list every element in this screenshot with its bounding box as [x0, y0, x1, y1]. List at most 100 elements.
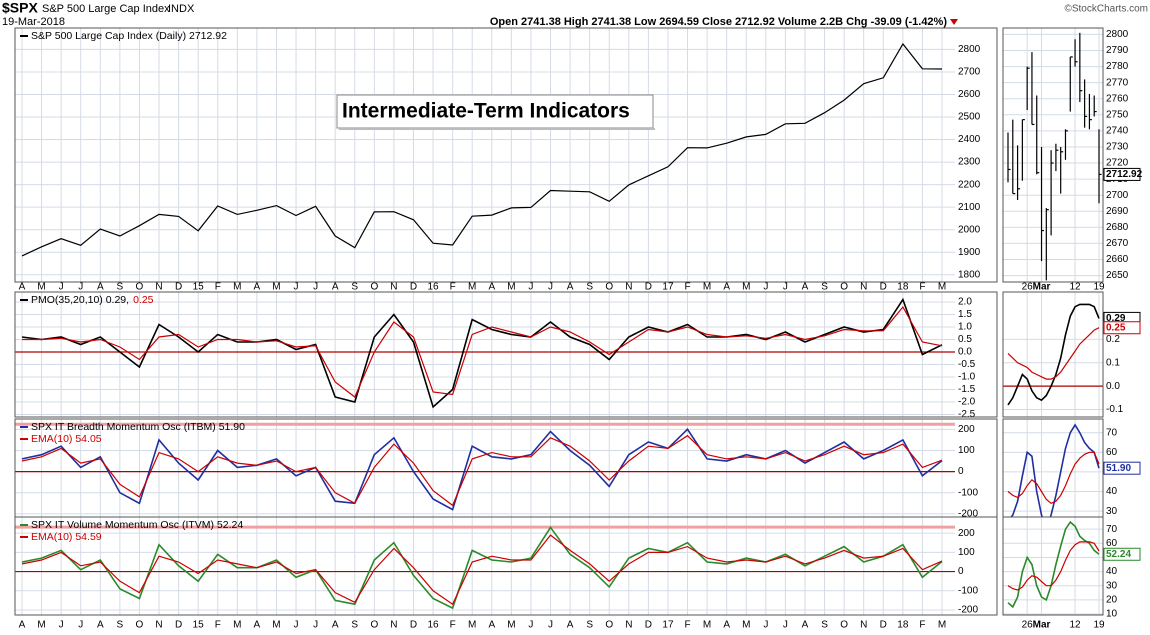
value-box: [1103, 547, 1141, 561]
x-tick-label: D: [880, 282, 887, 293]
value-box-label: 52.24: [1106, 549, 1131, 560]
legend-label: EMA(10) 54.05: [31, 433, 102, 445]
y-tick-label: -200: [958, 508, 978, 519]
panel-background: [15, 28, 997, 282]
x-tick-label: M: [37, 282, 45, 293]
y-tick-label: 0: [958, 566, 964, 577]
y-tick-label: 60: [1106, 447, 1118, 458]
panel-background: [15, 517, 997, 615]
value-box: [1103, 167, 1141, 181]
x-tick-label: M: [468, 282, 476, 293]
panel-background: [1003, 292, 1103, 417]
x-tick-label: O: [840, 282, 848, 293]
x-tick-label: S: [586, 620, 593, 631]
y-tick-label: 2700: [1106, 190, 1129, 201]
y-tick-label: 60: [1106, 538, 1118, 549]
y-tick-label: 2100: [958, 202, 981, 213]
x-tick-label: A: [723, 282, 730, 293]
y-tick-label: -100: [958, 487, 978, 498]
x-tick-label: 16: [428, 620, 440, 631]
x-tick-label: A: [332, 620, 339, 631]
series-line: [22, 305, 943, 398]
series-line: [21, 42, 943, 257]
x-tick-label: A: [567, 282, 574, 293]
y-tick-label: 2680: [1106, 222, 1129, 233]
value-box: [1103, 461, 1141, 475]
x-tick-label: Mar: [1033, 620, 1051, 631]
y-tick-label: -0.5: [958, 359, 976, 370]
panel-frame: [14, 27, 998, 283]
x-tick-label: J: [763, 282, 768, 293]
x-tick-label: M: [507, 620, 515, 631]
x-tick-label: M: [742, 282, 750, 293]
x-tick-label: F: [684, 620, 690, 631]
x-tick-label: M: [742, 620, 750, 631]
x-tick-label: N: [625, 282, 632, 293]
series-line: [1007, 327, 1100, 380]
y-tick-label: 2790: [1106, 45, 1129, 56]
x-tick-label: J: [763, 620, 768, 631]
x-tick-label: M: [703, 620, 711, 631]
panel-background: [15, 292, 997, 417]
x-tick-label: N: [860, 620, 867, 631]
price-stats: Open 2741.38 High 2741.38 Low 2694.59 Cl…: [490, 16, 947, 28]
y-tick-label: 0.1: [1106, 357, 1120, 368]
x-tick-label: D: [645, 620, 652, 631]
annotation-box: [336, 94, 654, 129]
y-tick-label: 2740: [1106, 126, 1129, 137]
x-tick-label: 19: [1093, 282, 1105, 293]
x-tick-label: A: [97, 620, 104, 631]
x-tick-label: S: [351, 620, 358, 631]
y-tick-label: 2500: [958, 112, 981, 123]
y-tick-label: 70: [1106, 524, 1118, 535]
x-tick-label: D: [880, 620, 887, 631]
y-tick-label: -100: [958, 585, 978, 596]
y-tick-label: -1.5: [958, 384, 976, 395]
x-tick-label: S: [117, 282, 124, 293]
x-tick-label: J: [294, 620, 299, 631]
exchange: INDX: [168, 3, 195, 15]
x-tick-label: A: [254, 282, 261, 293]
x-tick-label: N: [155, 282, 162, 293]
x-tick-label: S: [117, 620, 124, 631]
panel-frame: [1002, 516, 1104, 616]
down-arrow: [950, 19, 958, 25]
y-tick-label: 2660: [1106, 254, 1129, 265]
y-tick-label: 2750: [1106, 109, 1129, 120]
y-tick-label: 0.0: [958, 347, 972, 358]
y-tick-label: 0: [958, 466, 964, 477]
x-tick-label: N: [155, 620, 162, 631]
y-tick-label: 40: [1106, 566, 1118, 577]
x-tick-label: J: [59, 620, 64, 631]
y-tick-label: 200: [958, 528, 975, 539]
y-tick-label: 10: [1106, 609, 1118, 620]
x-tick-label: Mar: [1033, 282, 1051, 293]
x-tick-label: S: [586, 282, 593, 293]
y-tick-label: -1.0: [958, 372, 976, 383]
x-tick-label: O: [136, 282, 144, 293]
y-tick-label: 2600: [958, 89, 981, 100]
x-tick-label: F: [215, 620, 221, 631]
x-tick-label: A: [802, 282, 809, 293]
x-tick-label: F: [919, 620, 925, 631]
y-tick-label: 1800: [958, 269, 981, 280]
annotation: Intermediate-Term Indicators: [342, 100, 630, 123]
y-tick-label: 2.0: [958, 297, 972, 308]
legend-label: EMA(10) 54.59: [31, 531, 102, 543]
x-tick-label: O: [370, 282, 378, 293]
legend-label: SPX IT Breadth Momentum Osc (ITBM) 51.90: [31, 421, 245, 433]
x-tick-label: M: [37, 620, 45, 631]
x-tick-label: M: [233, 620, 241, 631]
panel-background: [1003, 517, 1103, 615]
x-tick-label: M: [233, 282, 241, 293]
x-tick-label: F: [450, 620, 456, 631]
x-tick-label: M: [703, 282, 711, 293]
x-tick-label: O: [605, 620, 613, 631]
symbol: $SPX: [2, 0, 38, 16]
x-tick-label: J: [59, 282, 64, 293]
y-tick-label: -2.5: [958, 409, 976, 420]
x-tick-label: 12: [1069, 620, 1081, 631]
x-tick-label: 18: [897, 282, 909, 293]
y-tick-label: 2700: [958, 67, 981, 78]
